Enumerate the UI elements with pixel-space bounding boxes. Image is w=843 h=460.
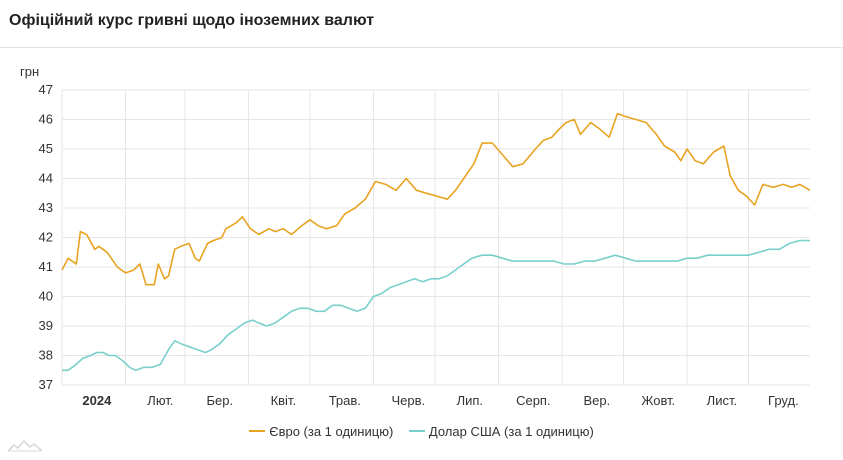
x-tick-label: Лип. xyxy=(457,393,483,408)
y-tick-label: 37 xyxy=(39,377,53,392)
y-tick-label: 41 xyxy=(39,259,53,274)
legend-swatch-usd xyxy=(408,430,425,432)
y-tick-label: 46 xyxy=(39,112,53,127)
x-tick-label: Квіт. xyxy=(271,393,297,408)
legend-label-euro: Євро (за 1 одиницю) xyxy=(269,423,394,439)
y-tick-label: 43 xyxy=(39,200,53,215)
x-tick-label: Груд. xyxy=(768,393,799,408)
x-tick-label: Лист. xyxy=(707,393,737,408)
y-tick-label: 45 xyxy=(39,141,53,156)
x-tick-label: Жовт. xyxy=(641,393,675,408)
y-tick-label: 38 xyxy=(39,348,53,363)
y-axis-label: грн xyxy=(20,64,39,79)
series-line-euro xyxy=(61,112,811,286)
chart-header: Офіційний курс гривні щодо іноземних вал… xyxy=(0,0,843,48)
y-tick-label: 40 xyxy=(39,289,53,304)
x-tick-label: Лют. xyxy=(147,393,173,408)
x-tick-label: Трав. xyxy=(329,393,361,408)
y-tick-label: 44 xyxy=(39,171,53,186)
y-tick-label: 47 xyxy=(39,82,53,97)
legend-label-usd: Долар США (за 1 одиницю) xyxy=(428,423,594,439)
series-line-usd xyxy=(62,239,810,372)
legend-item-euro[interactable]: Євро (за 1 одиницю) xyxy=(249,424,393,439)
chart-series xyxy=(61,112,811,372)
logo-icon xyxy=(8,439,42,452)
x-tick-label: Серп. xyxy=(516,393,551,408)
legend-swatch-euro xyxy=(249,430,266,432)
chart-title: Офіційний курс гривні щодо іноземних вал… xyxy=(9,12,375,29)
x-tick-label: Бер. xyxy=(206,393,233,408)
chart-grid xyxy=(61,89,810,386)
y-tick-label: 39 xyxy=(39,318,53,333)
x-tick-label: Вер. xyxy=(583,393,610,408)
x-tick-label: 2024 xyxy=(82,393,112,408)
y-tick-label: 42 xyxy=(39,230,53,245)
legend-item-usd[interactable]: Долар США (за 1 одиницю) xyxy=(408,423,594,439)
chart-legend: Євро (за 1 одиницю) Долар США (за 1 один… xyxy=(0,420,843,439)
x-tick-label: Черв. xyxy=(392,393,426,408)
